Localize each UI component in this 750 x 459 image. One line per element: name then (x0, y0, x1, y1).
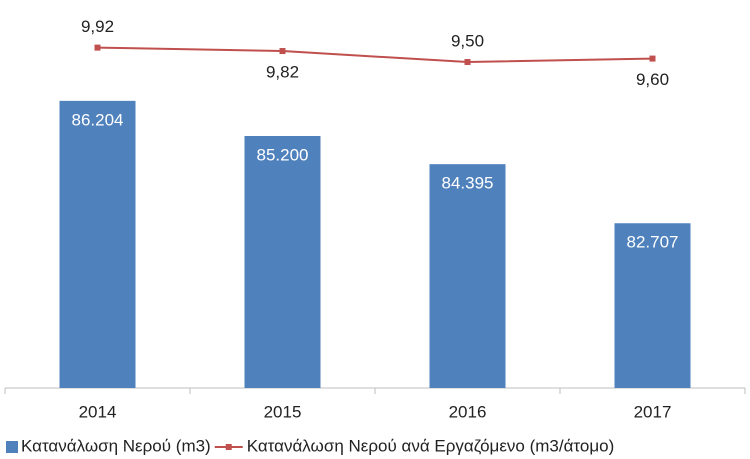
line-marker (649, 55, 656, 62)
line-marker (464, 59, 471, 66)
legend-label: Κατανάλωση Νερού (m3) (21, 436, 211, 455)
bar-value-label: 86.204 (72, 110, 124, 129)
legend-label: Κατανάλωση Νερού ανά Εργαζόμενο (m3/άτομ… (247, 436, 615, 455)
x-tick-label: 2015 (264, 402, 302, 421)
line-value-label: 9,60 (636, 70, 669, 89)
legend-marker (225, 444, 232, 450)
bar-value-label: 82.707 (627, 233, 679, 252)
line-value-label: 9,92 (81, 17, 114, 36)
line-value-label: 9,82 (266, 63, 299, 82)
bar (429, 164, 506, 388)
bar (59, 100, 136, 389)
legend-swatch (6, 441, 18, 453)
bar (244, 136, 321, 388)
bar (614, 223, 691, 388)
line-marker (279, 48, 286, 55)
x-tick-label: 2016 (449, 402, 487, 421)
line-marker (94, 44, 101, 51)
x-tick-label: 2017 (634, 402, 672, 421)
x-tick-label: 2014 (79, 402, 117, 421)
bar-value-label: 85.200 (257, 145, 309, 164)
line-value-label: 9,50 (451, 32, 484, 51)
line (97, 46, 653, 64)
bar-value-label: 84.395 (442, 174, 494, 193)
